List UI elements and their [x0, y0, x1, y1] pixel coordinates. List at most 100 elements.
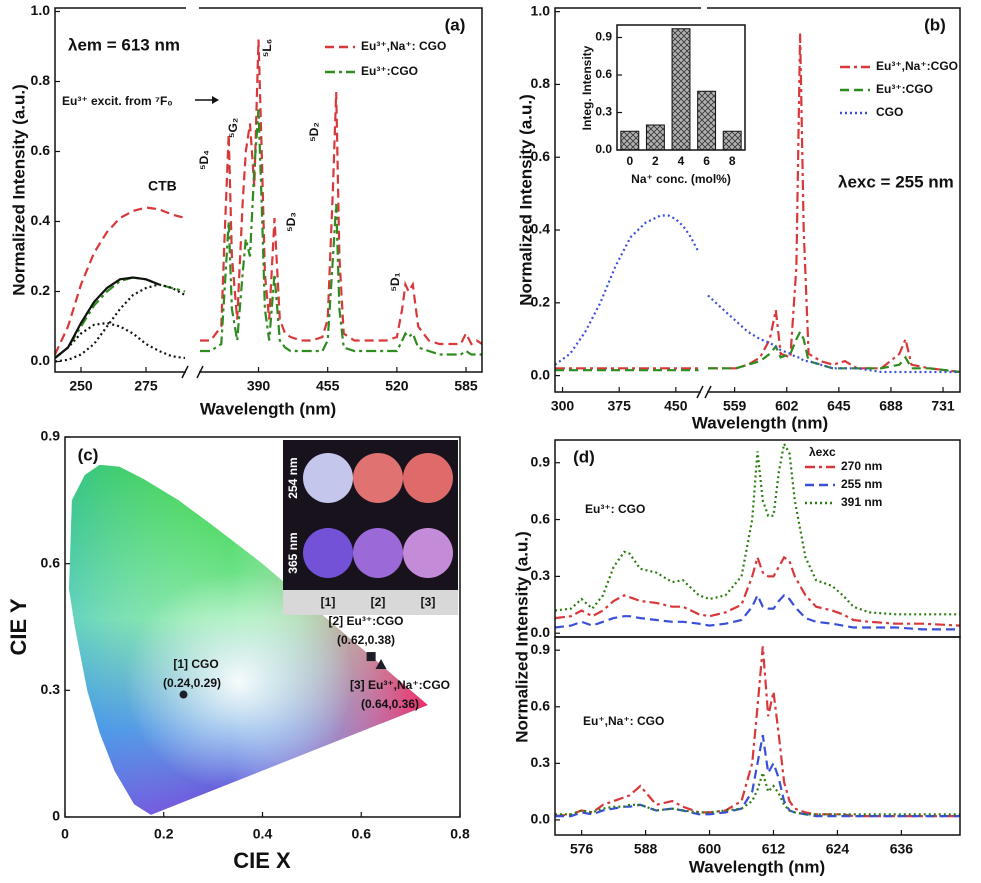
- series-line: [707, 294, 960, 374]
- x-tick-label: 612: [762, 841, 786, 857]
- annotation: ⁵D₄: [197, 150, 211, 170]
- x-tick-label: 2: [652, 154, 659, 168]
- legend-label: Eu³⁺:CGO: [361, 64, 418, 78]
- y-tick-label: 0.8: [31, 72, 51, 88]
- x-tick-label: 576: [570, 841, 594, 857]
- x-axis-label: Wavelength (nm): [200, 399, 336, 418]
- photo-inset: 254 nm 365 nm [1] [2] [3]: [283, 440, 458, 615]
- axis-break: [701, 390, 707, 394]
- x-tick-label: 0: [61, 826, 69, 842]
- y-tick-label: 0.3: [531, 754, 551, 770]
- x-axis-label: Wavelength (nm): [689, 857, 825, 876]
- y-tick-label: 1.0: [31, 2, 51, 18]
- annotation: CTB: [148, 178, 177, 194]
- x-axis-label: CIE X: [233, 848, 291, 873]
- plot-frame: [616, 24, 746, 151]
- inset-label: 254 nm: [286, 457, 300, 498]
- y-tick-label: 0.0: [531, 624, 551, 640]
- point-label: [3] Eu³⁺,Na⁺:CGO: [350, 678, 450, 692]
- y-tick-label: 0.9: [41, 428, 61, 444]
- x-tick-label: 645: [827, 398, 851, 414]
- x-tick-label: 390: [247, 378, 271, 394]
- y-tick-label: 0.0: [531, 366, 551, 382]
- series-line: [54, 206, 186, 355]
- axis-break: [704, 385, 712, 399]
- series-line: [554, 440, 960, 616]
- point: [179, 690, 188, 699]
- x-axis-label: Wavelength (nm): [692, 413, 828, 432]
- inset-label: [3]: [421, 595, 436, 609]
- point-label: [2] Eu³⁺:CGO: [329, 614, 404, 628]
- y-axis-label: Normalized Intensity (a.u.): [516, 94, 535, 306]
- x-tick-label: 520: [385, 378, 409, 394]
- x-tick-label: 375: [608, 398, 632, 414]
- axis-break: [196, 365, 204, 379]
- series-line: [554, 214, 700, 366]
- point-coordinates: (0.64,0.36): [361, 697, 419, 711]
- bar: [671, 28, 691, 151]
- annotation: Eu³⁺: CGO: [585, 502, 645, 516]
- y-tick-label: 0.0: [31, 352, 51, 368]
- x-tick-label: 300: [551, 398, 575, 414]
- inset-label: [2]: [371, 595, 386, 609]
- y-tick-label: 0.2: [531, 294, 551, 310]
- axis-break: [186, 6, 199, 10]
- y-tick-label: 0.4: [531, 221, 551, 237]
- axis-break: [181, 365, 189, 379]
- series-line: [708, 329, 961, 374]
- y-axis-label: Integ. Intensity: [580, 45, 594, 130]
- annotation: λexc = 255 nm: [838, 172, 954, 191]
- y-tick-label: 0.0: [595, 142, 612, 156]
- y-tick-label: 0.6: [531, 148, 551, 164]
- bar: [697, 90, 717, 151]
- legend-label: Eu³⁺,Na⁺: CGO: [361, 39, 446, 53]
- series-line: [555, 768, 960, 816]
- panel-label: (b): [924, 15, 946, 34]
- x-tick-label: 624: [826, 841, 850, 857]
- point: [366, 652, 376, 662]
- x-tick-label: 585: [454, 378, 478, 394]
- annotation: ⁵D₁: [388, 272, 402, 291]
- series-line: [554, 592, 960, 631]
- legend-label: Eu³⁺,Na⁺:CGO: [876, 59, 958, 73]
- bar: [722, 130, 742, 151]
- y-tick-label: 0.3: [595, 105, 612, 119]
- y-tick-label: 0.4: [31, 212, 51, 228]
- x-tick-label: 8: [729, 154, 736, 168]
- series-line: [200, 39, 483, 346]
- legend-label: Eu³⁺:CGO: [876, 82, 933, 96]
- panel-label: (d): [573, 447, 595, 466]
- x-tick-label: 275: [134, 378, 158, 394]
- point-label: [1] CGO: [173, 657, 218, 671]
- x-tick-label: 731: [931, 398, 955, 414]
- y-axis-label: CIE Y: [6, 598, 31, 655]
- legend-label: 270 nm: [841, 459, 882, 473]
- y-tick-label: 0.9: [595, 30, 612, 44]
- annotation: ⁵G₂: [226, 118, 240, 138]
- axis-break: [186, 370, 199, 374]
- series-line: [555, 734, 960, 818]
- x-tick-label: 4: [678, 154, 685, 168]
- y-tick-label: 0.6: [41, 554, 61, 570]
- series-line: [54, 276, 160, 359]
- annotation: Eu⁺,Na⁺: CGO: [583, 714, 664, 728]
- legend-label: 391 nm: [841, 495, 882, 509]
- legend-label: CGO: [876, 105, 903, 119]
- y-tick-label: 0.6: [595, 67, 612, 81]
- x-tick-label: 0.8: [450, 826, 470, 842]
- legend-label: 255 nm: [841, 477, 882, 491]
- y-axis-label: Normalized Intensity (a.u.): [512, 531, 531, 743]
- series-line: [200, 109, 482, 356]
- x-tick-label: 588: [634, 841, 658, 857]
- annotation: ⁵D₂: [307, 122, 321, 142]
- x-axis-label: Na⁺ conc. (mol%): [631, 172, 731, 186]
- axis-break: [701, 6, 707, 10]
- y-tick-label: 1.0: [531, 2, 551, 18]
- series-line: [554, 553, 961, 627]
- x-tick-label: 455: [316, 378, 340, 394]
- annotation: ⁵L₆: [260, 39, 274, 57]
- point-coordinates: (0.24,0.29): [163, 676, 221, 690]
- y-tick-label: 0.8: [531, 75, 551, 91]
- annotation: Eu³⁺ excit. from ⁷F₀: [62, 94, 173, 108]
- arrow: [195, 96, 219, 104]
